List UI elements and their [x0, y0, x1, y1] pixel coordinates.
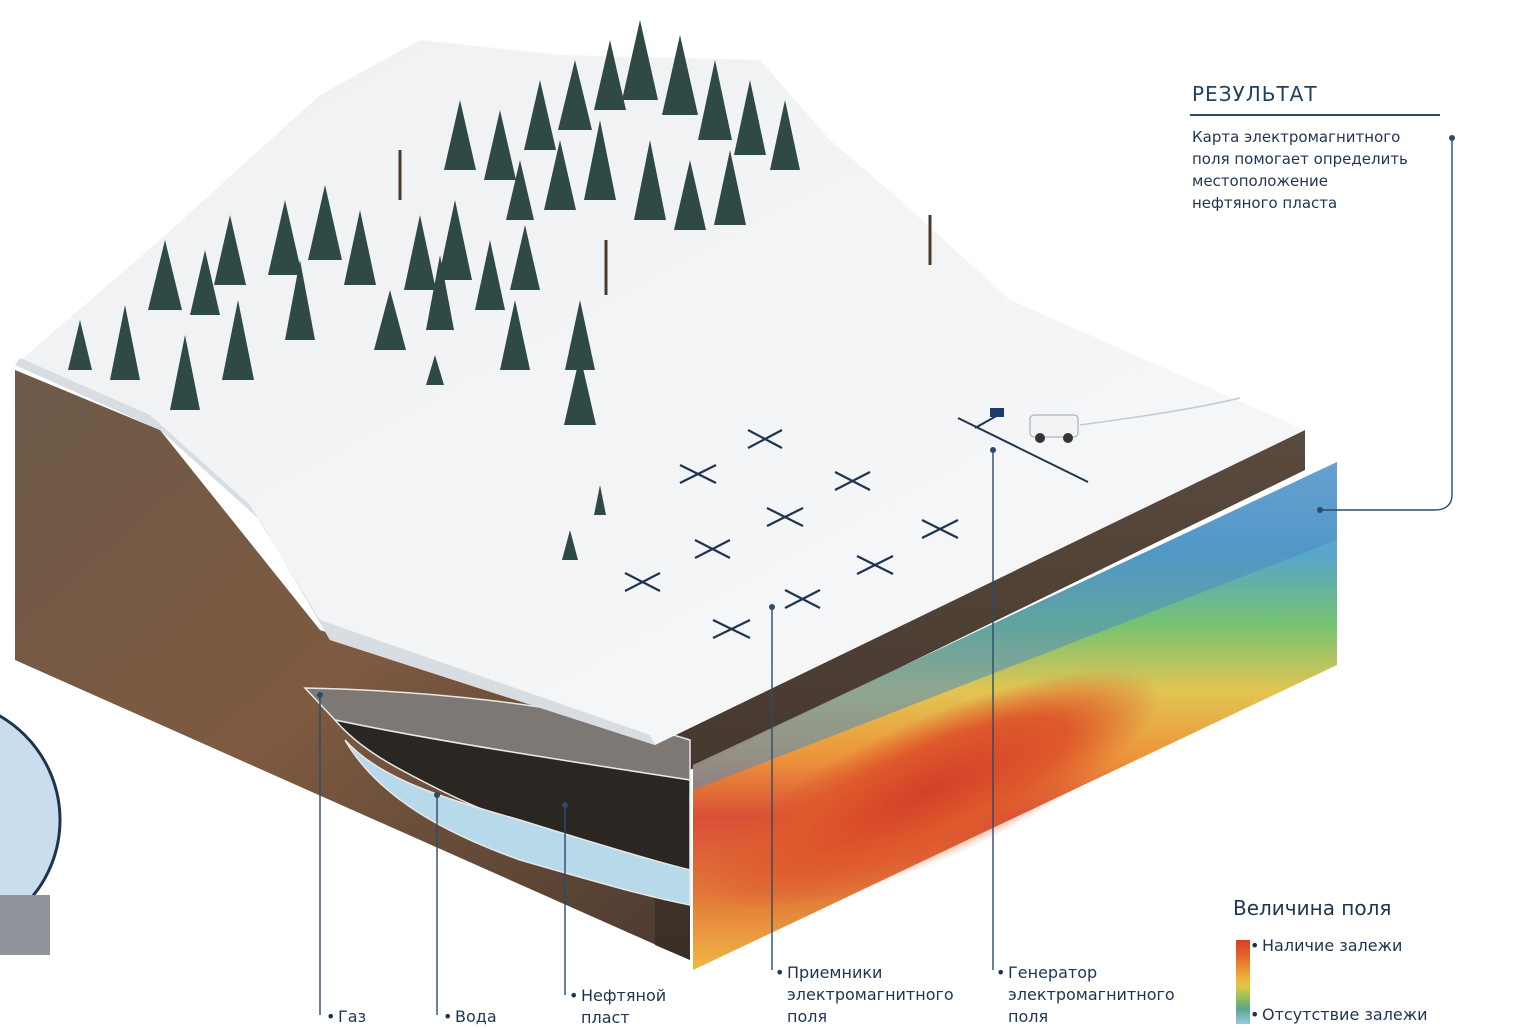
- label-receivers: Приемники электромагнитного поля: [775, 962, 954, 1028]
- receivers: [624, 429, 959, 639]
- result-divider: [1190, 114, 1440, 116]
- label-generator: Генератор электромагнитного поля: [996, 962, 1175, 1028]
- water-layer: [344, 739, 691, 906]
- soil-front-face: [655, 430, 1305, 960]
- em-field-map-upper: [693, 462, 1337, 790]
- legend-color-scale: [1236, 940, 1250, 1024]
- power-poles: [398, 150, 932, 295]
- em-field-core: [699, 669, 1161, 911]
- label-gas: Газ: [326, 1006, 366, 1028]
- result-title: РЕЗУЛЬТАТ: [1192, 82, 1318, 106]
- forest: [68, 20, 800, 560]
- legend-low-label: Отсутствие залежи: [1250, 1005, 1428, 1024]
- generator-box: [990, 408, 1004, 417]
- leader-lines: [319, 140, 1453, 1015]
- leader-dots: [317, 135, 1455, 808]
- result-description: Карта электромагнитного поля помогает оп…: [1192, 128, 1408, 212]
- snow-surface: [15, 40, 1305, 745]
- cutaway-base: [0, 895, 50, 955]
- label-water: Вода: [443, 1006, 497, 1028]
- cutaway-circle: [0, 714, 62, 926]
- vehicle-tracks: [1079, 397, 1241, 426]
- vehicle: [1029, 414, 1079, 443]
- label-oil-layer: Нефтяной пласт: [569, 985, 666, 1029]
- legend-title: Величина поля: [1233, 896, 1392, 920]
- legend-high-label: Наличие залежи: [1250, 936, 1402, 955]
